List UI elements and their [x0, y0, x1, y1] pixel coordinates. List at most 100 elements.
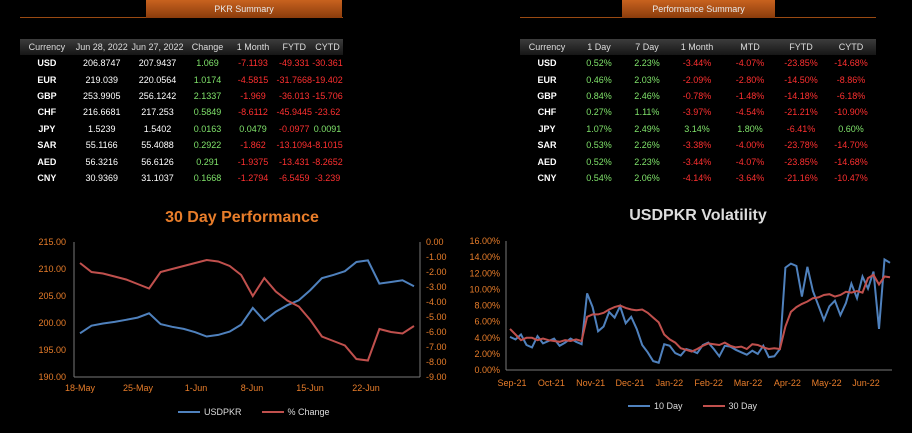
table-row: EUR 0.46% 2.03% -2.09% -2.80% -14.50% -8.86%	[520, 71, 876, 87]
pkr-header-1: Jun 28, 2022	[73, 39, 130, 55]
y-tick-label: 210.00	[38, 264, 66, 274]
table-cell: -1.2794	[237, 172, 269, 183]
table-cell: -23.62	[314, 107, 341, 118]
y2-tick-label: -3.00	[426, 282, 447, 292]
table-cell: 2.23%	[634, 156, 660, 167]
table-cell: -8.6112	[238, 107, 268, 118]
chart2-title: USDPKR Volatility	[629, 207, 767, 224]
table-cell: -3.44%	[682, 156, 712, 167]
table-cell: 0.84%	[586, 90, 612, 101]
currency-code: CHF	[537, 107, 557, 118]
table-cell: -8.86%	[836, 74, 866, 85]
table-row: SAR 0.53% 2.26% -3.38% -4.00% -23.78% -14.70%	[520, 137, 876, 153]
table-row: GBP 0.84% 2.46% -0.78% -1.48% -14.18% -6.18%	[520, 88, 876, 104]
table-cell: 0.2922	[193, 140, 222, 151]
table-cell: 1.11%	[634, 107, 660, 118]
table-cell: -49.331	[278, 58, 310, 69]
table-cell: -14.68%	[834, 156, 868, 167]
table-cell: -7.1193	[238, 58, 268, 69]
y-tick-label: 200.00	[38, 318, 66, 328]
perf-header-6: CYTD	[826, 39, 876, 55]
table-cell: -1.48%	[735, 90, 765, 101]
y2-tick-label: -9.00	[426, 372, 447, 382]
currency-code: GBP	[37, 90, 57, 101]
x-tick-label: Oct-21	[538, 378, 565, 388]
y2-tick-label: -2.00	[426, 267, 447, 277]
x-tick-label: Jan-22	[656, 378, 684, 388]
currency-code: EUR	[537, 74, 557, 85]
pkr-header-4: 1 Month	[229, 39, 277, 55]
table-cell: 31.1037	[141, 172, 174, 183]
pkr-summary-title: PKR Summary	[146, 0, 342, 18]
table-cell: 0.0479	[239, 123, 267, 134]
perf-header-0: Currency	[520, 39, 574, 55]
table-cell: 219.039	[85, 74, 118, 85]
x-tick-label: Mar-22	[734, 378, 763, 388]
y-tick-label: 4.00%	[474, 333, 500, 343]
x-tick-label: Dec-21	[615, 378, 644, 388]
table-cell: -23.78%	[784, 140, 818, 151]
currency-code: AED	[37, 156, 57, 167]
x-tick-label: Feb-22	[694, 378, 723, 388]
table-cell: 0.46%	[586, 74, 612, 85]
legend-10-day: 10 Day	[654, 401, 683, 411]
legend-usdpkr: USDPKR	[204, 407, 242, 417]
currency-code: SAR	[537, 140, 557, 151]
y2-tick-label: -7.00	[426, 342, 447, 352]
y-tick-label: 12.00%	[469, 268, 500, 278]
table-cell: 0.52%	[586, 156, 612, 167]
table-cell: -14.68%	[834, 58, 868, 69]
y2-tick-label: -8.00	[426, 357, 447, 367]
y-tick-label: 16.00%	[469, 236, 500, 246]
y-tick-label: 195.00	[38, 345, 66, 355]
table-cell: -10.47%	[834, 172, 868, 183]
table-cell: -14.70%	[834, 140, 868, 151]
table-cell: 1.5402	[143, 123, 172, 134]
y2-tick-label: -1.00	[426, 252, 447, 262]
table-cell: 1.80%	[737, 123, 763, 134]
table-cell: -13.431	[278, 156, 310, 167]
chart2-legend: 10 Day 30 Day	[628, 401, 757, 411]
series-line-30-day	[509, 273, 891, 353]
table-cell: -14.50%	[784, 74, 818, 85]
y-tick-label: 6.00%	[474, 317, 500, 327]
table-cell: -6.18%	[836, 90, 866, 101]
table-cell: 0.291	[196, 156, 219, 167]
table-cell: 3.14%	[684, 123, 710, 134]
chart1-title: 30 Day Performance	[165, 209, 319, 226]
y-tick-label: 14.00%	[469, 252, 500, 262]
table-row: JPY 1.07% 2.49% 3.14% 1.80% -6.41% 0.60%	[520, 121, 876, 137]
legend-swatch-usdpkr	[178, 411, 200, 413]
currency-code: GBP	[537, 90, 557, 101]
pkr-summary-table: Currency Jun 28, 2022 Jun 27, 2022 Change 1 …	[20, 39, 343, 186]
y-tick-label: 215.00	[38, 237, 66, 247]
table-cell: 207.9437	[138, 58, 177, 69]
x-tick-label: 15-Jun	[296, 383, 324, 393]
table-cell: 1.07%	[586, 123, 612, 134]
table-cell: 0.27%	[586, 107, 612, 118]
series-line-usdpkr	[79, 259, 415, 338]
table-cell: 1.5239	[87, 123, 116, 134]
table-cell: 253.9905	[82, 90, 121, 101]
table-cell: 1.069	[196, 58, 219, 69]
table-cell: -36.013	[278, 90, 310, 101]
perf-header-3: 1 Month	[670, 39, 724, 55]
table-cell: -21.21%	[784, 107, 818, 118]
table-cell: 55.1166	[85, 140, 118, 151]
currency-code: SAR	[37, 140, 57, 151]
currency-code: CHF	[37, 107, 57, 118]
table-cell: 2.49%	[634, 123, 660, 134]
pkr-header-5: FYTD	[276, 39, 312, 55]
table-row: GBP 253.9905 256.1242 2.1337 -1.969 -36.013 -1…	[20, 88, 343, 104]
table-cell: 0.53%	[586, 140, 612, 151]
table-cell: -6.41%	[786, 123, 816, 134]
y2-tick-label: 0.00	[426, 237, 444, 247]
table-cell: 206.8747	[82, 58, 121, 69]
x-tick-label: 25-May	[123, 383, 154, 393]
table-row: CHF 0.27% 1.11% -3.97% -4.54% -21.21% -10.90%	[520, 104, 876, 120]
y-tick-label: 205.00	[38, 291, 66, 301]
table-cell: 2.06%	[634, 172, 660, 183]
currency-code: JPY	[38, 123, 56, 134]
table-cell: -3.97%	[682, 107, 712, 118]
currency-code: USD	[37, 58, 57, 69]
